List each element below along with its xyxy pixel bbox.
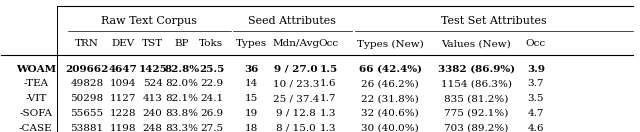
Text: BP: BP — [175, 39, 189, 48]
Text: 66 (42.4%): 66 (42.4%) — [359, 65, 422, 74]
Text: Raw Text Corpus: Raw Text Corpus — [101, 16, 197, 26]
Text: 1127: 1127 — [110, 94, 136, 103]
Text: 524: 524 — [143, 79, 163, 88]
Text: 703 (89.2%): 703 (89.2%) — [444, 124, 509, 132]
Text: Test Set Attributes: Test Set Attributes — [441, 16, 547, 26]
Text: 26 (46.2%): 26 (46.2%) — [362, 79, 419, 88]
Text: 9 / 27.0: 9 / 27.0 — [274, 65, 317, 74]
Text: 26.9: 26.9 — [200, 109, 223, 118]
Text: Mdn/Avg: Mdn/Avg — [272, 39, 319, 48]
Text: 49828: 49828 — [70, 79, 104, 88]
Text: 55655: 55655 — [70, 109, 104, 118]
Text: 3.5: 3.5 — [527, 94, 544, 103]
Text: 82.8%: 82.8% — [164, 65, 200, 74]
Text: -SOFA: -SOFA — [19, 109, 52, 118]
Text: 50298: 50298 — [70, 94, 104, 103]
Text: Occ: Occ — [318, 39, 339, 48]
Text: DEV: DEV — [112, 39, 135, 48]
Text: 3382 (86.9%): 3382 (86.9%) — [438, 65, 515, 74]
Text: 22.9: 22.9 — [200, 79, 223, 88]
Text: 22 (31.8%): 22 (31.8%) — [362, 94, 419, 103]
Text: 10 / 23.3: 10 / 23.3 — [273, 79, 319, 88]
Text: 8 / 15.0: 8 / 15.0 — [276, 124, 316, 132]
Text: -TEA: -TEA — [23, 79, 49, 88]
Text: WOAM: WOAM — [16, 65, 56, 74]
Text: 4.6: 4.6 — [527, 124, 544, 132]
Text: 1.5: 1.5 — [319, 65, 337, 74]
Text: 25 / 37.4: 25 / 37.4 — [273, 94, 319, 103]
Text: 3.9: 3.9 — [527, 65, 545, 74]
Text: Values (New): Values (New) — [442, 39, 511, 48]
Text: Occ: Occ — [526, 39, 546, 48]
Text: 27.5: 27.5 — [200, 124, 223, 132]
Text: Toks: Toks — [200, 39, 223, 48]
Text: 240: 240 — [143, 109, 163, 118]
Text: 82.1%: 82.1% — [166, 94, 198, 103]
Text: 19: 19 — [245, 109, 259, 118]
Text: 775 (92.1%): 775 (92.1%) — [444, 109, 509, 118]
Text: 209662: 209662 — [65, 65, 109, 74]
Text: 82.0%: 82.0% — [166, 79, 198, 88]
Text: 248: 248 — [143, 124, 163, 132]
Text: 1.7: 1.7 — [320, 94, 337, 103]
Text: 83.3%: 83.3% — [166, 124, 198, 132]
Text: 30 (40.0%): 30 (40.0%) — [362, 124, 419, 132]
Text: 4647: 4647 — [109, 65, 138, 74]
Text: 25.5: 25.5 — [199, 65, 224, 74]
Text: 32 (40.6%): 32 (40.6%) — [362, 109, 419, 118]
Text: 4.7: 4.7 — [527, 109, 544, 118]
Text: 413: 413 — [143, 94, 163, 103]
Text: Seed Attributes: Seed Attributes — [248, 16, 336, 26]
Text: 15: 15 — [245, 94, 259, 103]
Text: 18: 18 — [245, 124, 259, 132]
Text: -CASE: -CASE — [19, 124, 52, 132]
Text: 24.1: 24.1 — [200, 94, 223, 103]
Text: 1094: 1094 — [110, 79, 136, 88]
Text: 14: 14 — [245, 79, 259, 88]
Text: 835 (81.2%): 835 (81.2%) — [444, 94, 509, 103]
Text: 36: 36 — [244, 65, 259, 74]
Text: 53881: 53881 — [70, 124, 104, 132]
Text: 3.7: 3.7 — [527, 79, 544, 88]
Text: 1198: 1198 — [110, 124, 136, 132]
Text: 1425: 1425 — [138, 65, 167, 74]
Text: 9 / 12.8: 9 / 12.8 — [276, 109, 316, 118]
Text: Types: Types — [236, 39, 268, 48]
Text: 1154 (86.3%): 1154 (86.3%) — [441, 79, 512, 88]
Text: 83.8%: 83.8% — [166, 109, 198, 118]
Text: TST: TST — [142, 39, 163, 48]
Text: 1228: 1228 — [110, 109, 136, 118]
Text: Types (New): Types (New) — [357, 39, 424, 49]
Text: 1.6: 1.6 — [320, 79, 337, 88]
Text: 1.3: 1.3 — [320, 124, 337, 132]
Text: TRN: TRN — [75, 39, 99, 48]
Text: 1.3: 1.3 — [320, 109, 337, 118]
Text: -VIT: -VIT — [25, 94, 47, 103]
